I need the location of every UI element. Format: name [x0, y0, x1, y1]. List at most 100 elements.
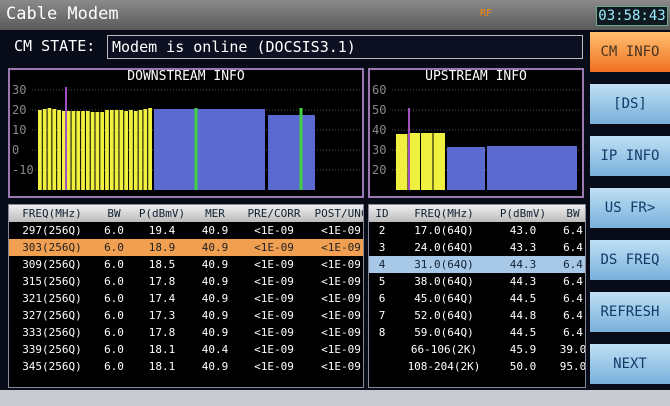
table-cell: 108-204(2K) — [407, 360, 481, 373]
table-row[interactable]: 327(256Q) 6.0 17.3 40.9 <1E-09 <1E-09 — [9, 307, 363, 324]
table-cell: 6.4 — [563, 326, 583, 339]
table-cell: 59.0(64Q) — [414, 326, 474, 339]
table-row[interactable]: 309(256Q) 6.0 18.5 40.9 <1E-09 <1E-09 — [9, 256, 363, 273]
table-cell: 18.9 — [133, 239, 191, 256]
menu-button[interactable]: NEXT — [590, 344, 670, 384]
table-cell: 345(256Q) — [22, 360, 82, 373]
table-row[interactable]: 4 31.0(64Q) 44.3 6.4 — [369, 256, 585, 273]
table-cell: 45.9 — [509, 343, 537, 356]
channel-bar — [71, 111, 76, 190]
table-cell: 303(256Q) — [9, 239, 95, 256]
menu-button[interactable]: IP INFO — [590, 136, 670, 176]
table-row[interactable]: 2 17.0(64Q) 43.0 6.4 — [369, 222, 585, 239]
channel-bar — [100, 112, 105, 190]
channel-bar — [396, 134, 408, 190]
channel-bar — [66, 111, 71, 190]
table-cell: 5 — [378, 275, 386, 288]
table-row[interactable]: 303(256Q) 6.0 18.9 40.9 <1E-09 <1E-09 — [9, 239, 363, 256]
table-cell: 321(256Q) — [22, 292, 82, 305]
table-cell: 40.9 — [201, 258, 229, 271]
table-row[interactable]: 8 59.0(64Q) 44.5 6.4 — [369, 324, 585, 341]
table-row[interactable]: 345(256Q) 6.0 18.1 40.9 <1E-09 <1E-09 — [9, 358, 363, 375]
table-cell: 4 — [369, 256, 395, 273]
y-tick-label: 10 — [12, 123, 26, 137]
status-icon: RF — [480, 8, 493, 19]
table-cell: 52.0(64Q) — [414, 309, 474, 322]
table-row[interactable]: 321(256Q) 6.0 17.4 40.9 <1E-09 <1E-09 — [9, 290, 363, 307]
y-tick-label: 50 — [372, 103, 386, 117]
menu-button[interactable]: REFRESH — [590, 292, 670, 332]
upstream-chart: UPSTREAM INFO 60 50 40 30 20 — [368, 68, 584, 198]
channel-bar — [148, 108, 152, 190]
table-cell: 17.4 — [148, 292, 176, 305]
table-row[interactable]: 297(256Q) 6.0 19.4 40.9 <1E-09 <1E-09 — [9, 222, 363, 239]
table-cell: 40.9 — [201, 360, 229, 373]
column-header: FREQ(MHz) — [395, 205, 493, 222]
channel-bar — [138, 110, 143, 190]
channel-bar — [52, 109, 57, 190]
table-cell: 7 — [378, 309, 386, 322]
menu-button[interactable]: CM INFO — [590, 32, 670, 72]
table-cell: 6.4 — [563, 309, 583, 322]
channel-bar — [408, 133, 420, 190]
table-cell: <1E-09 — [239, 239, 309, 256]
table-cell: 44.5 — [509, 292, 537, 305]
column-header: BW — [95, 205, 133, 222]
table-cell: 6.4 — [563, 275, 583, 288]
table-row[interactable]: 339(256Q) 6.0 18.1 40.4 <1E-09 <1E-09 — [9, 341, 363, 358]
table-cell: 18.1 — [148, 360, 176, 373]
channel-block — [154, 109, 195, 190]
table-row[interactable]: 66-106(2K) 45.9 39.0 — [369, 341, 585, 358]
header-row: FREQ(MHz) BW P(dBmV) MER PRE/CORR POST/UNC — [9, 205, 363, 222]
table-cell: 66-106(2K) — [410, 343, 478, 356]
column-header: P(dBmV) — [493, 205, 553, 222]
table-cell: 44.3 — [493, 256, 553, 273]
table-cell: 6.4 — [563, 292, 583, 305]
table-cell: 40.9 — [201, 309, 229, 322]
channel-bar — [433, 133, 445, 190]
menu-button[interactable]: US FR> — [590, 188, 670, 228]
table-cell: 17.0(64Q) — [414, 224, 474, 237]
table-cell: 6.0 — [104, 292, 124, 305]
column-header: ID — [369, 205, 395, 222]
y-tick-label: 40 — [372, 123, 386, 137]
table-cell: 6 — [378, 292, 386, 305]
table-cell: 3 — [378, 241, 386, 254]
menu-button[interactable]: [DS] — [590, 84, 670, 124]
header-row: ID FREQ(MHz) P(dBmV) BW — [369, 205, 585, 222]
channel-block — [268, 115, 315, 190]
table-cell: 6.0 — [104, 309, 124, 322]
cm-state-label: CM STATE: — [14, 37, 96, 55]
table-row[interactable]: 7 52.0(64Q) 44.8 6.4 — [369, 307, 585, 324]
channel-bar — [114, 110, 119, 190]
table-cell: 44.8 — [509, 309, 537, 322]
channel-bar — [76, 111, 81, 190]
table-cell: <1E-09 — [321, 258, 361, 271]
menu-button[interactable]: DS FREQ — [590, 240, 670, 280]
table-cell: 45.0(64Q) — [414, 292, 474, 305]
title-bar — [0, 0, 670, 30]
table-row[interactable]: 5 38.0(64Q) 44.3 6.4 — [369, 273, 585, 290]
y-tick-label: -10 — [12, 163, 34, 177]
table-row[interactable]: 3 24.0(64Q) 43.3 6.4 — [369, 239, 585, 256]
table-row[interactable]: 6 45.0(64Q) 44.5 6.4 — [369, 290, 585, 307]
table-cell: <1E-09 — [321, 343, 361, 356]
channel-bar — [90, 112, 95, 190]
table-row[interactable]: 333(256Q) 6.0 17.8 40.9 <1E-09 <1E-09 — [9, 324, 363, 341]
table-row[interactable]: 108-204(2K) 50.0 95.0 — [369, 358, 585, 375]
table-cell: 6.0 — [104, 360, 124, 373]
table-cell: 50.0 — [509, 360, 537, 373]
table-row[interactable]: 315(256Q) 6.0 17.8 40.9 <1E-09 <1E-09 — [9, 273, 363, 290]
table-cell: <1E-09 — [254, 326, 294, 339]
table-cell: 327(256Q) — [22, 309, 82, 322]
table-cell: 40.4 — [201, 343, 229, 356]
footer — [0, 390, 670, 406]
y-tick-label: 30 — [12, 83, 26, 97]
channel-bar — [42, 109, 47, 190]
table-cell: <1E-09 — [321, 275, 361, 288]
table-cell: 315(256Q) — [22, 275, 82, 288]
channel-bar — [81, 111, 85, 190]
channel-bar — [119, 110, 124, 190]
table-cell: <1E-09 — [254, 224, 294, 237]
y-tick-label: 20 — [372, 163, 386, 177]
